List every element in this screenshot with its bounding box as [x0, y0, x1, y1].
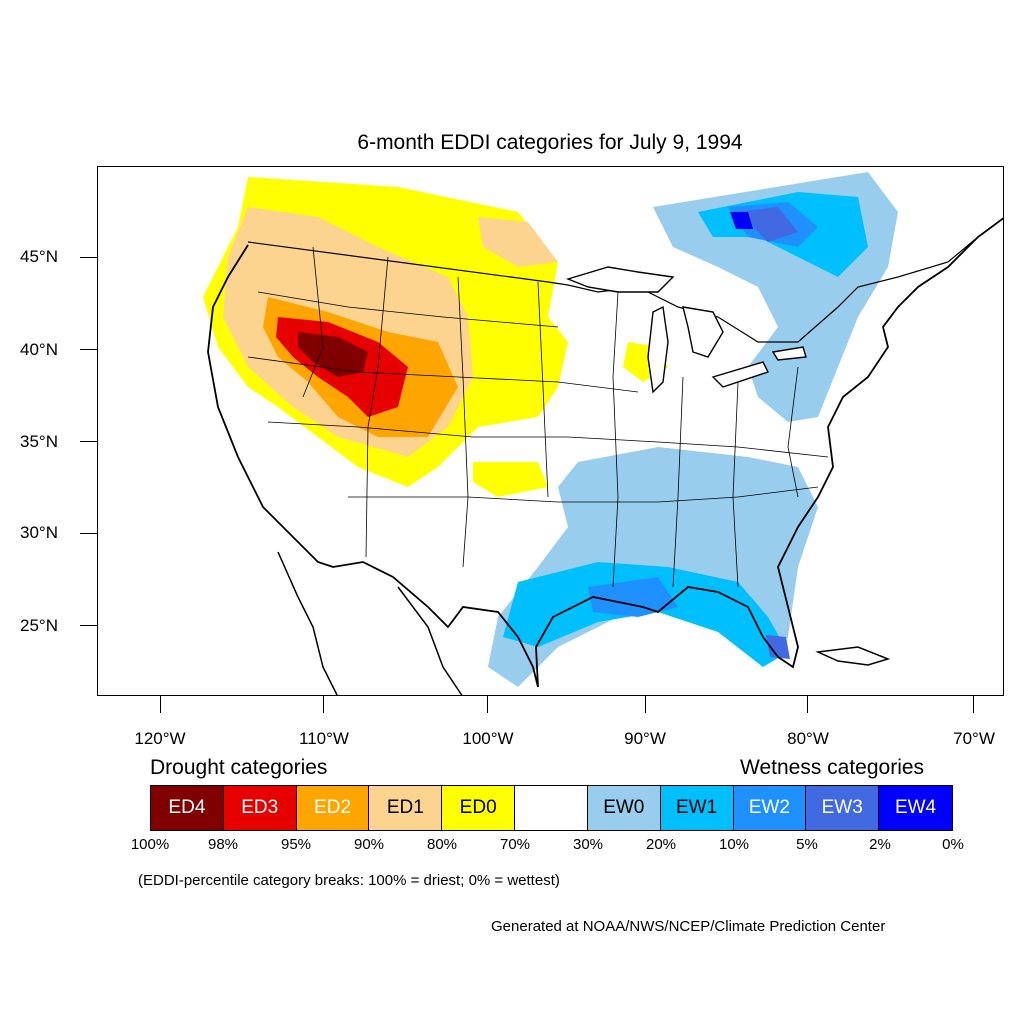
- legend-swatch-ew3: EW3: [806, 786, 880, 830]
- legend-swatch-ew4: EW4: [879, 786, 952, 830]
- wetness-region-ew2-southeast: [588, 577, 678, 617]
- state-borders: [247, 246, 829, 588]
- lon-tick: [160, 696, 161, 713]
- map-title: 6-month EDDI categories for July 9, 1994: [357, 131, 743, 154]
- lat-tick: [80, 441, 97, 442]
- lat-tick: [80, 625, 97, 626]
- legend-break-label: 2%: [869, 836, 891, 853]
- wetness-region-ew3-florida: [766, 635, 790, 659]
- lake-ontario: [771, 346, 807, 361]
- conus-map: [98, 167, 1003, 695]
- legend-break-label: 5%: [796, 836, 818, 853]
- legend-swatch-normal: [515, 786, 588, 830]
- legend-break-label: 30%: [572, 836, 604, 853]
- wetness-region-ew1-southeast: [503, 562, 788, 667]
- legend-break-label: 98%: [207, 836, 239, 853]
- legend-colorbar: ED4 ED3 ED2 ED1 ED0 EW0 EW1 EW2 EW3 EW4: [150, 785, 953, 831]
- conus-outline: [207, 217, 1003, 688]
- lake-michigan: [647, 305, 669, 394]
- legend-swatch-ed2: ED2: [296, 786, 370, 830]
- lon-tick: [323, 696, 324, 713]
- drought-region-ed1-north: [478, 217, 558, 267]
- legend-swatch-ew2: EW2: [733, 786, 807, 830]
- legend-swatch-ed4: ED4: [151, 786, 224, 830]
- lon-tick: [487, 696, 488, 713]
- lat-label-30n: 30°N: [20, 523, 58, 542]
- canada-us-border: [247, 236, 979, 343]
- legend-break-label: 100%: [130, 836, 170, 853]
- legend-swatch-ed3: ED3: [223, 786, 297, 830]
- lon-tick: [973, 696, 974, 713]
- lat-tick: [80, 257, 97, 258]
- legend-swatch-ed1: ED1: [369, 786, 443, 830]
- legend-break-label: 20%: [645, 836, 677, 853]
- lon-label-110w: 110°W: [299, 729, 349, 748]
- legend-break-label: 95%: [280, 836, 312, 853]
- lon-label-70w: 70°W: [953, 729, 995, 748]
- drought-region-ed4: [298, 332, 368, 377]
- category-note: (EDDI-percentile category breaks: 100% =…: [138, 872, 560, 889]
- legend-swatch-ew0: EW0: [587, 786, 661, 830]
- legend-swatch-ed0: ED0: [442, 786, 516, 830]
- lon-label-100w: 100°W: [462, 729, 514, 748]
- wetness-heading: Wetness categories: [740, 756, 925, 779]
- legend-break-label: 90%: [353, 836, 385, 853]
- lake-huron: [682, 306, 724, 358]
- lake-superior: [565, 266, 675, 293]
- legend-break-label: 0%: [942, 836, 964, 853]
- lat-label-35n: 35°N: [20, 432, 58, 451]
- lat-label-45n: 45°N: [20, 247, 58, 266]
- lon-tick: [807, 696, 808, 713]
- legend-swatch-ew1: EW1: [660, 786, 734, 830]
- lat-label-40n: 40°N: [20, 340, 58, 359]
- lon-label-80w: 80°W: [787, 729, 829, 748]
- lat-tick: [80, 349, 97, 350]
- lon-label-120w: 120°W: [134, 729, 186, 748]
- map-area: [97, 166, 1004, 696]
- canada-mask: [98, 167, 1003, 207]
- lat-label-25n: 25°N: [20, 616, 58, 635]
- wetness-region-ew3-northeast: [738, 207, 798, 242]
- legend-break-label: 70%: [499, 836, 531, 853]
- legend-break-label: 10%: [718, 836, 750, 853]
- cuba-outline: [815, 646, 891, 666]
- lat-tick: [80, 533, 97, 534]
- mexico-coast: [277, 551, 463, 695]
- credit-line: Generated at NOAA/NWS/NCEP/Climate Predi…: [491, 918, 886, 935]
- legend-break-label: 80%: [426, 836, 458, 853]
- drought-region-ed0-central: [473, 462, 548, 497]
- lon-tick: [645, 696, 646, 713]
- drought-heading: Drought categories: [150, 756, 328, 779]
- wetness-region-ew4-northeast: [730, 212, 753, 229]
- lon-label-90w: 90°W: [624, 729, 666, 748]
- lake-erie: [711, 361, 769, 388]
